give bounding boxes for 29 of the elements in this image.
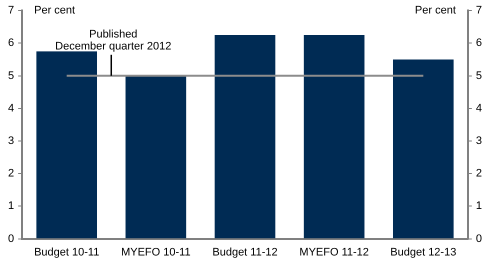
y-tick-label: 1 [8, 200, 14, 212]
bar [304, 35, 364, 238]
y2-tick-label: 0 [476, 232, 482, 245]
y2-tick-label: 5 [476, 70, 482, 82]
y-tick-label: 5 [8, 70, 14, 82]
bar [126, 76, 186, 238]
y-tick-label: 7 [8, 4, 14, 17]
y-tick-label: 2 [8, 168, 14, 180]
y-tick-label: 6 [8, 37, 14, 50]
x-tick-label: Budget 10-11 [34, 246, 100, 258]
y2-tick-label: 6 [476, 37, 482, 50]
bar [214, 35, 276, 238]
y2-tick-label: 1 [476, 200, 482, 212]
x-tick-label: MYEFO 11-12 [299, 246, 369, 258]
y-tick-label: 3 [8, 135, 14, 148]
y-tick-label: 4 [8, 102, 14, 114]
x-tick-label: Budget 12-13 [390, 246, 456, 258]
y2-tick-label: 3 [476, 135, 482, 148]
y2-tick-label: 7 [476, 4, 482, 17]
y-axis-title: Per cent [34, 4, 76, 17]
x-tick-label: MYEFO 10-11 [121, 246, 191, 258]
y2-tick-label: 4 [476, 102, 482, 114]
bar [392, 60, 454, 238]
x-tick-label: Budget 11-12 [212, 246, 278, 258]
y2-tick-label: 2 [476, 168, 482, 180]
y-tick-label: 0 [8, 232, 14, 245]
y2-axis-title: Per cent [414, 4, 456, 17]
bar [36, 51, 98, 238]
ref-line-label: Published December quarter 2012 [55, 28, 172, 52]
